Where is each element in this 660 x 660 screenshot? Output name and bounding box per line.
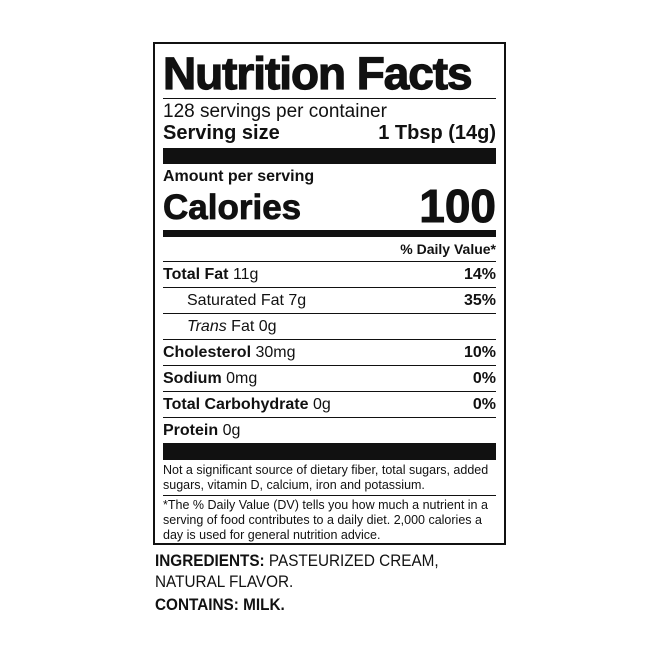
amount-per-serving: Amount per serving — [163, 168, 315, 185]
divider — [163, 495, 496, 496]
nutrient-row-protein: Protein 0g — [163, 417, 496, 443]
serving-size-row: Serving size 1 Tbsp (14g) — [163, 122, 496, 145]
thick-divider — [163, 148, 496, 164]
divider — [163, 98, 496, 99]
nutrient-row-total-carbohydrate: Total Carbohydrate 0g 0% — [163, 391, 496, 417]
calories-value: 100 — [419, 180, 497, 232]
nutrition-facts-label: Nutrition Facts 128 servings per contain… — [153, 42, 506, 545]
calories-row: Calories 100 — [163, 180, 497, 232]
nutrient-row-cholesterol: Cholesterol 30mg 10% — [163, 339, 496, 365]
ingredients-section: INGREDIENTS: PASTEURIZED CREAM, NATURAL … — [155, 550, 452, 615]
label-title: Nutrition Facts — [162, 48, 473, 99]
daily-value-footnote: *The % Daily Value (DV) tells you how mu… — [163, 498, 488, 542]
servings-per-container: 128 servings per container — [163, 101, 387, 122]
ingredients: INGREDIENTS: PASTEURIZED CREAM, NATURAL … — [155, 551, 439, 591]
nutrient-row-saturated-fat: Saturated Fat 7g 35% — [163, 287, 496, 313]
nutrient-row-sodium: Sodium 0mg 0% — [163, 365, 496, 391]
daily-value-header: % Daily Value* — [400, 241, 496, 257]
serving-size-label: Serving size — [163, 122, 280, 144]
calories-label: Calories — [163, 188, 302, 227]
medium-divider — [163, 230, 496, 237]
nutrient-row-total-fat: Total Fat 11g 14% — [163, 261, 496, 287]
not-significant-note: Not a significant source of dietary fibe… — [163, 463, 489, 492]
serving-size-value: 1 Tbsp (14g) — [378, 122, 496, 144]
nutrient-row-trans-fat: Trans Fat 0g — [163, 313, 496, 339]
thick-divider — [163, 443, 496, 460]
allergen-contains: CONTAINS: MILK. — [155, 595, 285, 614]
